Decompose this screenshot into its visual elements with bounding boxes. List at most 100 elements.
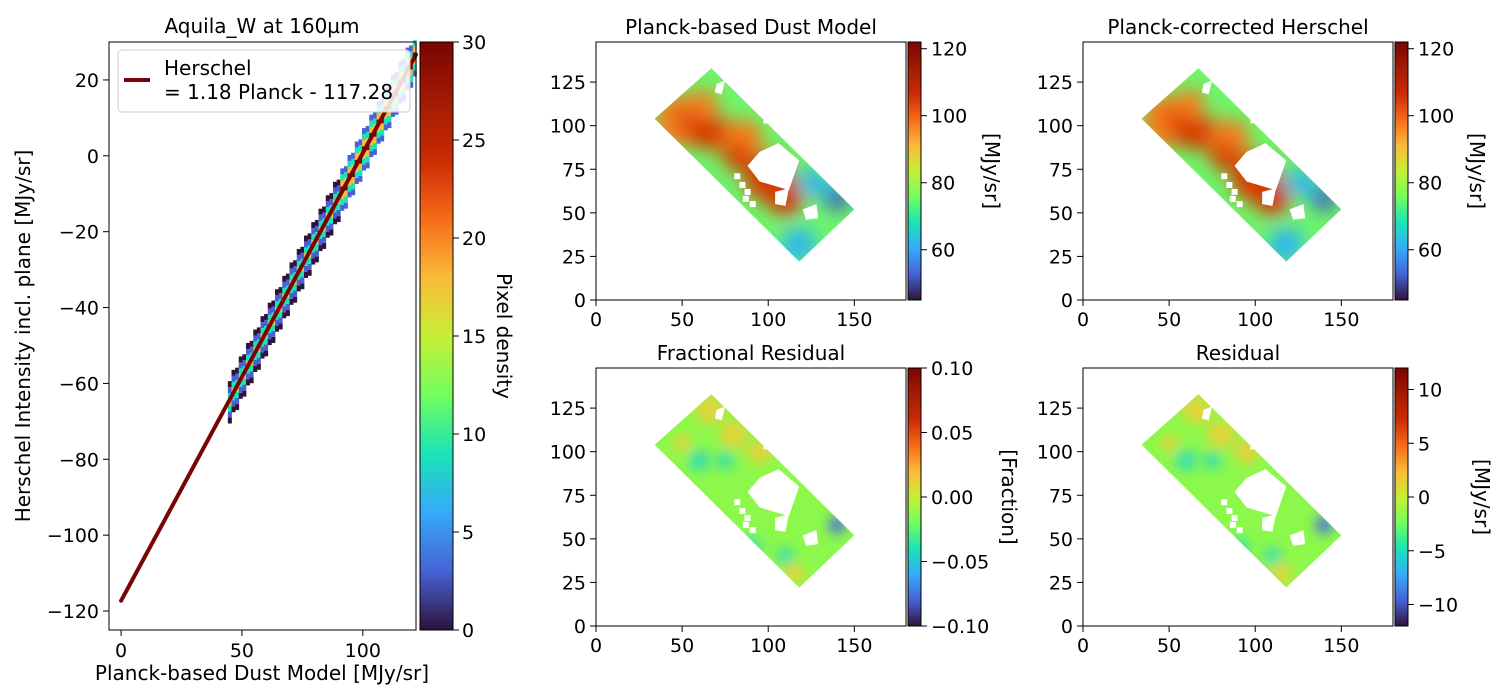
density-cell: [264, 344, 269, 351]
y-tick-label: 100: [550, 116, 586, 138]
colorbar-tick-label: 25: [462, 130, 486, 152]
map-blob: [1267, 242, 1288, 262]
density-cell: [311, 228, 316, 235]
density-cell: [267, 308, 272, 315]
density-cell: [322, 206, 327, 213]
density-cell: [307, 269, 312, 276]
colorbar-tick-label: 10: [462, 424, 486, 446]
density-cell: [354, 177, 359, 184]
density-cell: [307, 239, 312, 246]
masked-pixel: [1236, 527, 1243, 534]
legend-label-equation: = 1.18 Planck - 117.28: [164, 80, 393, 104]
masked-pixel: [739, 507, 746, 514]
y-tick-label: 50: [562, 529, 586, 551]
density-cell: [304, 265, 309, 272]
density-cell: [235, 398, 240, 405]
density-cell: [351, 177, 356, 184]
density-cell: [278, 293, 283, 300]
density-cell: [293, 296, 298, 303]
density-cell: [289, 268, 294, 275]
colorbar-label: [MJy/sr]: [980, 133, 1004, 209]
colorbar-tick-label: −0.10: [931, 616, 989, 638]
map-blob: [1315, 516, 1333, 534]
density-cell: [304, 271, 309, 278]
map-blob: [1207, 420, 1235, 449]
density-cell: [293, 284, 298, 291]
map-blob: [716, 451, 734, 470]
density-cell: [333, 193, 338, 200]
density-cell: [340, 198, 345, 205]
density-cell: [336, 179, 341, 186]
colorbar-tick-label: 80: [1418, 173, 1442, 195]
density-cell: [376, 113, 381, 120]
colorbar-tick-label: 20: [462, 228, 486, 250]
density-cell: [231, 375, 236, 382]
density-cell: [354, 153, 359, 160]
density-cell: [311, 234, 316, 241]
density-cell: [347, 185, 352, 192]
density-cell: [253, 353, 258, 360]
density-cell: [322, 212, 327, 219]
x-tick-label: 0: [590, 309, 602, 331]
density-cell: [329, 229, 334, 236]
density-cell: [249, 377, 254, 384]
colorbar-tick-label: −5: [1418, 541, 1446, 563]
density-cell: [333, 212, 338, 219]
density-cell: [267, 326, 272, 333]
colorbar-tick-label: −0.05: [931, 552, 989, 574]
density-cell: [362, 140, 367, 147]
map-blob: [1234, 439, 1259, 464]
density-cell: [409, 51, 414, 58]
y-tick-label: 125: [1037, 72, 1073, 94]
density-cell: [329, 193, 334, 200]
density-cell: [245, 355, 250, 362]
density-cell: [282, 312, 287, 319]
map-blob: [1176, 450, 1197, 471]
density-cell: [238, 362, 243, 369]
masked-region: [747, 469, 800, 517]
x-tick-label: 100: [750, 635, 786, 657]
x-tick-label: 150: [836, 309, 872, 331]
density-cell: [380, 135, 385, 142]
density-cell: [264, 320, 269, 327]
colorbar-gradient: [1394, 367, 1409, 627]
density-cell: [347, 191, 352, 198]
masked-pixel: [799, 138, 806, 145]
x-tick-label: 150: [1323, 635, 1359, 657]
colorbar-gradient: [419, 41, 454, 631]
density-cell: [372, 148, 377, 155]
density-cell: [282, 281, 287, 288]
density-cell: [343, 202, 348, 209]
map-blob: [1300, 176, 1321, 198]
colorbar-tick-label: 120: [1418, 39, 1454, 61]
density-cell: [314, 226, 319, 233]
density-cell: [340, 204, 345, 211]
panel-title: Planck-based Dust Model: [625, 15, 877, 39]
density-cell: [300, 283, 305, 290]
density-cell: [409, 81, 414, 88]
density-cell: [249, 340, 254, 347]
masked-pixel: [744, 188, 751, 195]
density-cell: [304, 235, 309, 242]
density-cell: [343, 196, 348, 203]
density-cell: [318, 245, 323, 252]
density-cell: [260, 328, 265, 335]
density-cell: [275, 301, 280, 308]
colorbar-tick-label: 0: [1418, 487, 1430, 509]
density-cell: [285, 279, 290, 286]
density-cell: [249, 346, 254, 353]
density-cell: [245, 373, 250, 380]
density-cell: [409, 45, 414, 52]
density-cell: [340, 192, 345, 199]
density-cell: [253, 329, 258, 336]
colorbar-gradient: [907, 367, 922, 627]
density-cell: [227, 411, 232, 418]
density-cell: [256, 363, 261, 370]
density-cell: [354, 147, 359, 154]
density-cell: [304, 247, 309, 254]
density-cell: [264, 313, 269, 320]
colorbar-ticks: 0 5 10 15 20 25 30: [453, 32, 486, 642]
masked-pixel: [1221, 173, 1228, 180]
masked-pixel: [763, 443, 770, 450]
